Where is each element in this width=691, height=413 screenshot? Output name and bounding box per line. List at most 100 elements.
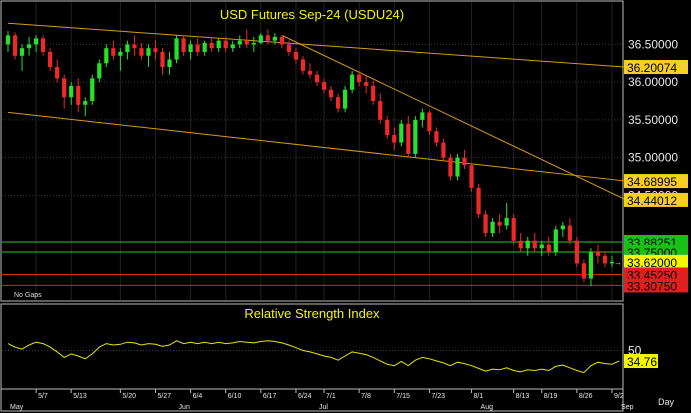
month-label: Jul [319,404,328,411]
candle-body [153,48,158,52]
price-tick-label: 35.00000 [628,151,678,165]
candle-body [307,70,313,75]
candle-body [139,48,144,56]
price-tick-label: 36.00000 [628,75,678,89]
price-tag-bg [624,60,688,75]
candle [19,44,25,71]
candle [48,48,53,71]
candle [357,70,362,86]
candle [265,29,270,45]
price-tag: 33.62000 [624,254,688,270]
candlesticks [5,29,615,286]
candle-body [12,35,18,56]
candle [469,163,474,192]
candle [385,116,390,139]
candle-body [357,74,362,83]
date-tick-label: 6/17 [263,393,277,400]
candle-body [33,38,39,45]
candle [441,138,446,162]
candle-body [5,35,11,45]
candle-body [216,40,221,49]
candle [574,236,579,268]
price-tags: 36.2007434.6899534.4401233.8825133.75000… [614,60,688,293]
candle [160,48,165,75]
candle [314,70,320,86]
candle [12,32,18,60]
candle-body [26,44,32,49]
candle-body [581,263,587,279]
candle-body [560,225,565,230]
candle [90,74,95,105]
candle-body [462,157,467,166]
support-resistance-lines [2,241,622,286]
candle [335,93,341,113]
candle-body [265,35,270,41]
candle-body [420,112,425,120]
candle-body [132,44,137,49]
candle [153,40,158,60]
price-tag-bg [624,278,688,293]
candle-body [230,44,235,49]
candle-body [300,59,306,71]
candle [125,40,130,60]
candle [350,70,355,94]
candle [188,40,193,60]
candle [609,255,615,268]
candle [553,225,558,256]
month-label: Aug [481,404,494,411]
candle-body [588,252,594,279]
candle [251,36,256,52]
no-gaps-label: No Gaps [14,292,42,299]
candle-body [476,187,481,215]
candle [504,202,509,230]
candle [420,108,425,128]
candle-body [413,119,418,154]
candle-body [111,48,116,56]
price-tag-bg [624,267,688,282]
price-tag-bg [624,192,688,207]
price-tag: 34.44012 [624,192,688,208]
candle [399,119,404,147]
candle-body [55,67,60,79]
candle [560,221,565,237]
candle-body [392,135,397,143]
price-tag: 34.68995 [624,174,688,189]
candle [455,153,460,181]
candle [195,38,200,56]
candle [364,74,369,94]
candle-body [244,40,249,45]
candle [406,116,411,158]
candle-body [279,36,285,45]
candle [55,59,60,83]
candle-body [188,44,193,52]
candle [539,240,544,256]
candle [511,214,516,245]
date-tick-label: 8/1 [474,393,484,400]
candle-body [434,131,439,143]
price-tag-bg [624,174,688,189]
candle [62,74,67,109]
candle [41,35,46,56]
price-tag-bg [624,254,688,269]
price-tag: 33.30750 [624,278,688,293]
candle-body [83,101,88,105]
candle [167,51,172,75]
candle-body [448,157,453,177]
candle [525,236,530,256]
candle-body [90,78,95,102]
candle [97,59,102,83]
candle-body [237,40,242,45]
trend-line [7,111,627,182]
price-tag-label: 33.62000 [627,256,677,270]
candle [26,36,32,56]
candle-body [174,38,179,60]
candle-body [118,51,123,56]
price-tag-label: 34.44012 [627,194,677,208]
trend-line [281,34,627,201]
candle-body [160,51,165,68]
candle-body [567,225,572,241]
candle [5,30,11,52]
candle-body [251,42,256,45]
candle [76,78,81,113]
